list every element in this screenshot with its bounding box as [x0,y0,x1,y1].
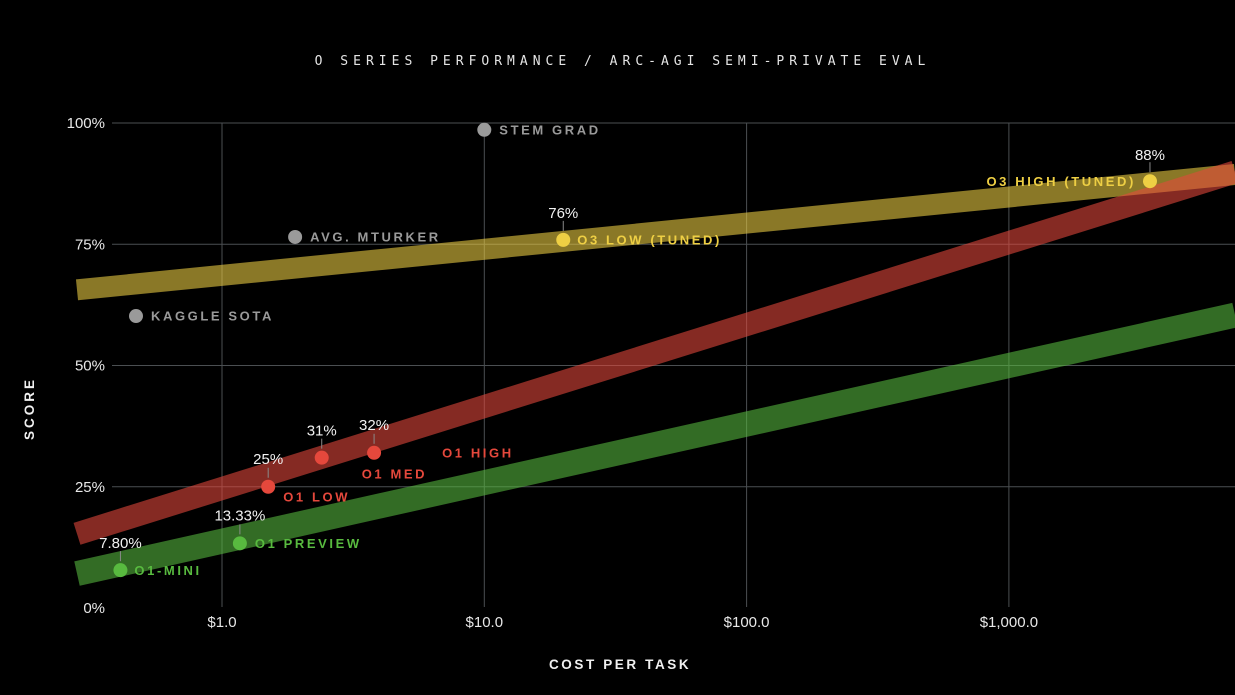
x-tick-label: $10.0 [466,614,504,631]
value-label-o1-low: 25% [253,451,283,468]
point-label-o3-high-tuned: O3 HIGH (TUNED) [986,174,1136,189]
x-tick-label: $100.0 [724,614,770,631]
trend-band-green [74,302,1235,586]
x-tick-label: $1.0 [207,614,236,631]
point-label-o1-preview: O1 PREVIEW [255,536,362,551]
value-label-o1-high: 32% [359,417,389,434]
value-label-o3-high-tuned: 88% [1135,147,1165,164]
point-label-o1-mini: O1-MINI [134,563,201,578]
trend-band-red [73,161,1235,545]
value-label-o1-preview: 13.33% [214,507,265,524]
point-label-o1-med: O1 MED [362,466,427,481]
y-tick-label: 0% [83,600,105,617]
point-label-o1-low: O1 LOW [283,489,350,504]
chart-title: O SERIES PERFORMANCE / ARC-AGI SEMI-PRIV… [314,54,931,69]
trend-band-yellow [75,163,1235,301]
point-o3-low-tuned [556,232,571,247]
point-kaggle-sota [128,309,143,324]
point-o1-low [261,479,276,494]
x-axis-title: COST PER TASK [548,657,692,672]
point-o1-mini [113,563,128,578]
point-label-o1-high: O1 HIGH [442,445,514,460]
point-o1-med [314,450,329,465]
point-o1-preview [232,536,247,551]
value-label-o3-low-tuned: 76% [548,205,578,222]
point-label-o3-low-tuned: O3 LOW (TUNED) [577,232,722,247]
y-tick-label: 25% [75,479,105,496]
point-o1-high [367,445,382,460]
y-tick-label: 50% [75,358,105,375]
point-label-kaggle-sota: KAGGLE SOTA [151,309,274,324]
point-label-stem-grad: STEM GRAD [499,122,600,137]
point-avg-mturker [288,229,303,244]
point-label-avg-mturker: AVG. MTURKER [310,230,441,245]
value-label-o1-mini: 7.80% [99,535,142,552]
point-o3-high-tuned [1142,174,1157,189]
y-tick-label: 100% [67,115,105,132]
value-label-o1-med: 31% [307,423,337,440]
point-stem-grad [477,122,492,137]
y-tick-label: 75% [75,236,105,253]
x-tick-label: $1,000.0 [980,614,1038,631]
